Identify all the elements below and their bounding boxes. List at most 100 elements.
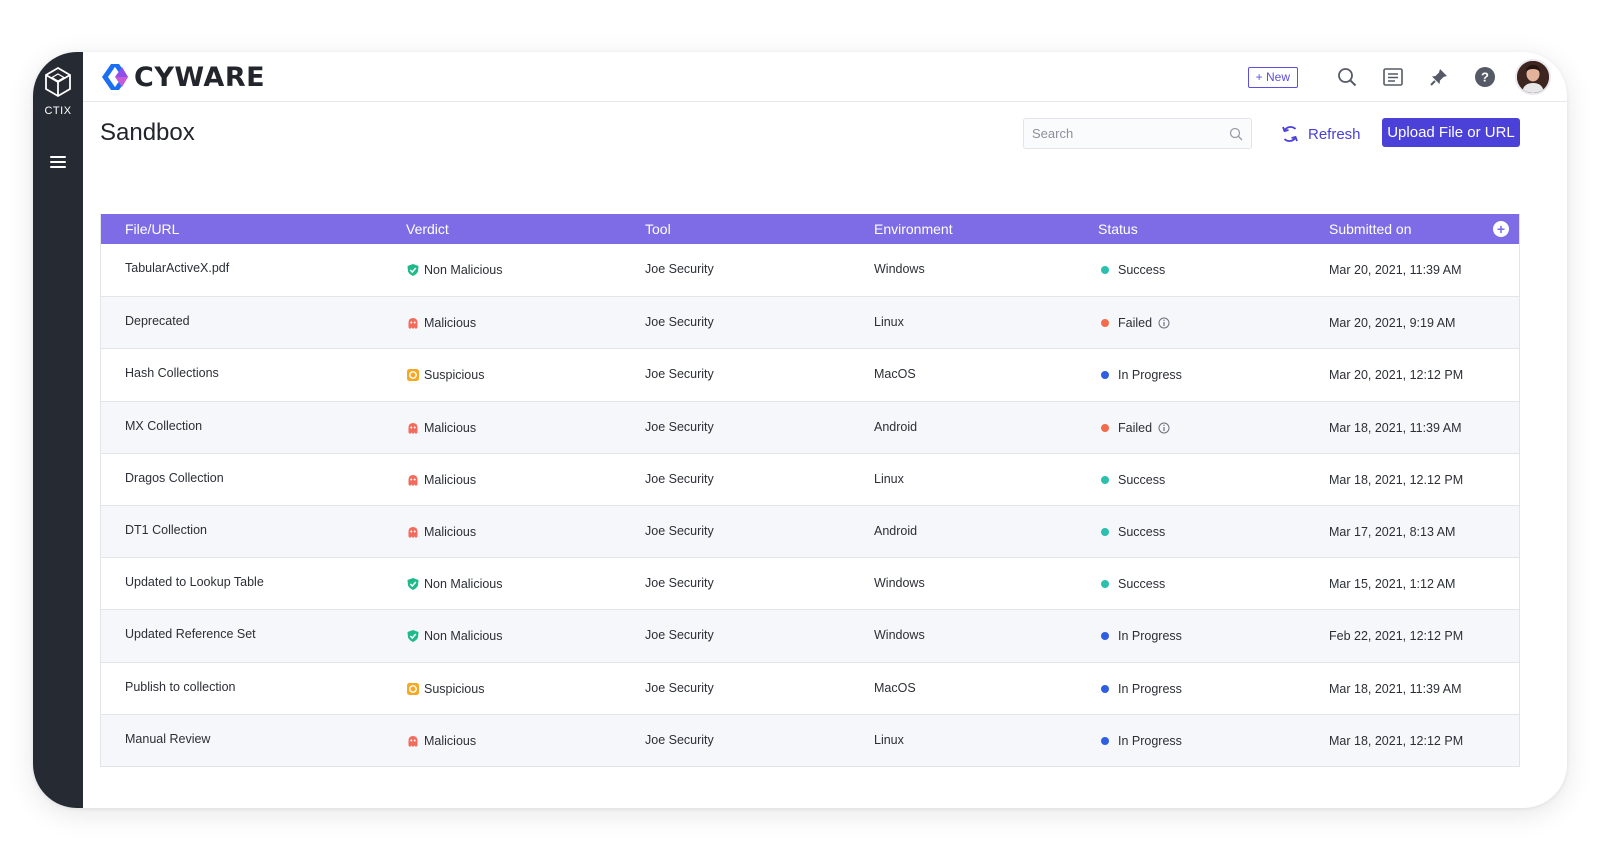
search-input[interactable] <box>1032 126 1229 141</box>
verdict-cell: Suspicious <box>406 368 484 382</box>
verdict-label: Malicious <box>424 316 477 331</box>
tool-cell: Joe Security <box>645 523 714 538</box>
verdict-cell: Malicious <box>406 316 476 330</box>
cube-icon[interactable] <box>43 66 73 98</box>
verdict-cell: Suspicious <box>406 682 484 696</box>
environment-cell: MacOS <box>874 680 916 695</box>
verdict-label: Suspicious <box>424 681 485 696</box>
user-avatar[interactable] <box>1515 59 1551 95</box>
add-column-icon[interactable]: + <box>1493 221 1509 237</box>
menu-icon[interactable] <box>50 156 66 170</box>
messages-icon[interactable] <box>1380 64 1406 90</box>
tool-cell: Joe Security <box>645 680 714 695</box>
top-bar: CYWARE + New ? <box>83 52 1567 102</box>
status-cell: In Progress <box>1101 368 1182 382</box>
search-icon[interactable] <box>1334 64 1360 90</box>
refresh-button[interactable]: Refresh <box>1280 122 1361 146</box>
help-icon[interactable]: ? <box>1472 64 1498 90</box>
table-row[interactable]: TabularActiveX.pdf Non Malicious Joe Sec… <box>101 244 1519 297</box>
table-body: TabularActiveX.pdf Non Malicious Joe Sec… <box>101 244 1519 766</box>
upload-file-or-url-button[interactable]: Upload File or URL <box>1382 118 1520 147</box>
environment-cell: Linux <box>874 732 904 747</box>
table-row[interactable]: DT1 Collection Malicious Joe Security An… <box>101 504 1519 558</box>
verdict-cell: Malicious <box>406 421 476 435</box>
column-header-verdict[interactable]: Verdict <box>406 221 449 237</box>
tool-cell: Joe Security <box>645 628 714 643</box>
file-url-cell[interactable]: Manual Review <box>125 731 211 746</box>
page-title: Sandbox <box>100 119 195 146</box>
pin-icon[interactable] <box>1426 64 1452 90</box>
info-icon[interactable] <box>1158 317 1170 329</box>
file-url-cell[interactable]: Hash Collections <box>125 366 219 381</box>
app-window: CTIX CYWARE + New <box>33 52 1567 808</box>
environment-cell: Linux <box>874 471 904 486</box>
status-dot <box>1101 684 1109 693</box>
file-url-cell[interactable]: Dragos Collection <box>125 470 224 485</box>
status-cell: Success <box>1101 525 1165 539</box>
file-url-cell[interactable]: Publish to collection <box>125 679 236 694</box>
file-url-cell[interactable]: Updated to Lookup Table <box>125 575 264 590</box>
status-label: In Progress <box>1118 629 1182 644</box>
column-header-environment[interactable]: Environment <box>874 221 953 237</box>
tool-cell: Joe Security <box>645 419 714 434</box>
file-url-cell[interactable]: Updated Reference Set <box>125 627 256 642</box>
file-url-cell[interactable]: MX Collection <box>125 418 203 433</box>
submitted-on-cell: Mar 20, 2021, 11:39 AM <box>1329 263 1462 277</box>
verdict-label: Suspicious <box>424 368 485 383</box>
new-button[interactable]: + New <box>1247 66 1298 88</box>
environment-cell: Windows <box>874 262 925 276</box>
table-row[interactable]: Updated Reference Set Non Malicious Joe … <box>101 609 1519 662</box>
tool-cell: Joe Security <box>645 367 714 382</box>
warning-icon <box>406 368 420 382</box>
refresh-label: Refresh <box>1308 125 1361 143</box>
status-cell: Success <box>1101 473 1165 487</box>
search-field[interactable] <box>1023 118 1252 149</box>
environment-cell: Linux <box>874 315 904 330</box>
environment-cell: Windows <box>874 628 925 643</box>
bug-icon <box>406 473 420 487</box>
verdict-cell: Malicious <box>406 525 476 539</box>
submitted-on-cell: Mar 20, 2021, 12:12 PM <box>1329 368 1464 383</box>
table-row[interactable]: MX Collection Malicious Joe Security And… <box>101 400 1519 453</box>
bug-icon <box>406 421 420 435</box>
bug-icon <box>406 316 420 330</box>
submitted-on-cell: Mar 20, 2021, 9:19 AM <box>1329 316 1456 331</box>
status-dot <box>1101 371 1109 380</box>
cyware-logo[interactable]: CYWARE <box>100 62 265 93</box>
info-icon[interactable] <box>1158 422 1170 434</box>
table-row[interactable]: Dragos Collection Malicious Joe Security… <box>101 452 1519 505</box>
table-row[interactable]: Manual Review Malicious Joe Security Lin… <box>101 713 1519 766</box>
environment-cell: Android <box>874 523 918 538</box>
status-dot <box>1101 580 1109 589</box>
column-header-submitted-on[interactable]: Submitted on <box>1329 221 1412 237</box>
column-header-status[interactable]: Status <box>1098 221 1138 237</box>
column-header-tool[interactable]: Tool <box>645 221 671 237</box>
status-label: Success <box>1118 263 1166 277</box>
svg-text:?: ? <box>1481 70 1489 85</box>
status-dot <box>1101 527 1109 536</box>
column-header-file-url[interactable]: File/URL <box>125 221 180 237</box>
table-row[interactable]: Publish to collection Suspicious Joe Sec… <box>101 661 1519 714</box>
verdict-label: Non Malicious <box>424 629 503 644</box>
table-row[interactable]: Updated to Lookup Table Non Malicious Jo… <box>101 557 1519 610</box>
table-row[interactable]: Deprecated Malicious Joe Security Linux … <box>101 296 1519 349</box>
tool-cell: Joe Security <box>645 471 714 486</box>
environment-cell: Windows <box>874 576 925 591</box>
cyware-logo-icon <box>102 64 128 90</box>
verdict-cell: Malicious <box>406 734 476 748</box>
shield-check-icon <box>406 629 420 643</box>
top-actions: + New ? <box>1247 59 1551 95</box>
status-dot <box>1101 319 1109 328</box>
table-row[interactable]: Hash Collections Suspicious Joe Security… <box>101 348 1519 401</box>
sandbox-table: File/URL Verdict Tool Environment Status… <box>100 214 1520 767</box>
status-label: In Progress <box>1118 368 1182 383</box>
status-label: Success <box>1118 577 1166 592</box>
status-label: In Progress <box>1118 681 1182 696</box>
verdict-cell: Non Malicious <box>406 629 503 643</box>
status-label: Failed <box>1118 420 1153 435</box>
submitted-on-cell: Mar 18, 2021, 11:39 AM <box>1329 420 1462 435</box>
file-url-cell[interactable]: TabularActiveX.pdf <box>125 261 230 275</box>
status-dot <box>1101 632 1109 641</box>
file-url-cell[interactable]: DT1 Collection <box>125 522 207 537</box>
file-url-cell[interactable]: Deprecated <box>125 314 190 329</box>
